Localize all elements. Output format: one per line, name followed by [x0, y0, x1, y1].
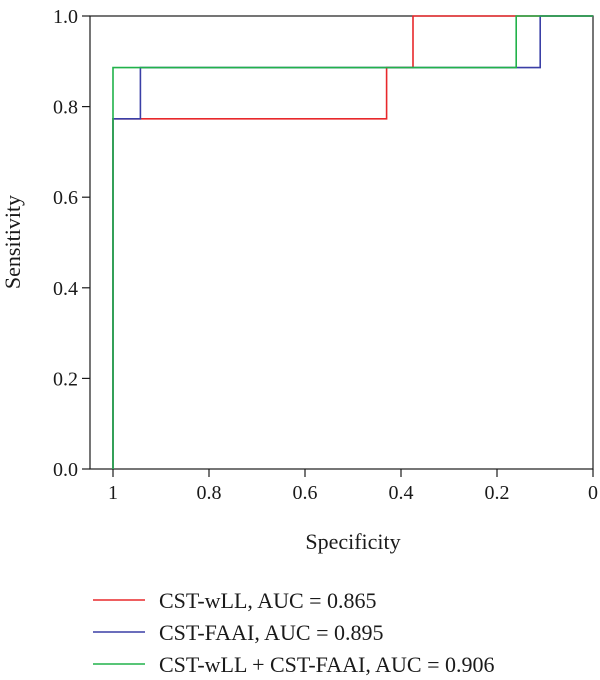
x-tick-label: 0.8: [197, 482, 222, 504]
y-axis-title: Sensitivity: [0, 195, 25, 289]
y-tick-label: 0.0: [53, 459, 78, 481]
legend-label: CST-wLL + CST-FAAI, AUC = 0.906: [159, 652, 495, 677]
series-line-1: [112, 15, 593, 469]
y-tick-label: 0.2: [53, 368, 78, 390]
x-tick-label: 0.6: [293, 482, 318, 504]
y-tick-label: 0.8: [53, 97, 78, 119]
x-tick-label: 0.2: [485, 482, 510, 504]
legend: CST-wLL, AUC = 0.865 CST-FAAI, AUC = 0.89…: [93, 588, 495, 677]
y-tick-label: 1.0: [53, 6, 78, 28]
y-tick-label: 0.6: [53, 187, 78, 209]
x-axis-title: Specificity: [305, 529, 400, 554]
legend-label: CST-wLL, AUC = 0.865: [159, 588, 377, 613]
series-layer: [112, 15, 593, 469]
plot-axes: 1 0.8 0.6 0.4 0.2 0 0.0 0.2 0.4 0.6 0.8 1.0: [53, 6, 598, 504]
legend-label: CST-FAAI, AUC = 0.895: [159, 620, 384, 645]
series-line-3: [112, 15, 593, 469]
x-tick-label: 0.4: [389, 482, 414, 504]
series-line-2: [112, 15, 593, 469]
y-tick-label: 0.4: [53, 278, 78, 300]
x-tick-label: 1: [108, 482, 118, 504]
plot-frame: [89, 15, 594, 470]
x-tick-label: 0: [588, 482, 598, 504]
